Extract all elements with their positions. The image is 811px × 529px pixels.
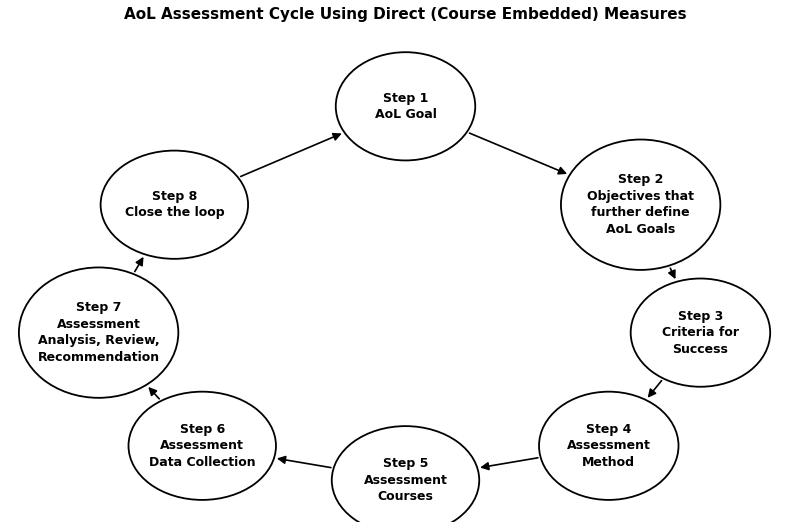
Ellipse shape (332, 426, 479, 529)
Text: Step 4
Assessment
Method: Step 4 Assessment Method (567, 423, 650, 469)
Text: Step 8
Close the loop: Step 8 Close the loop (125, 190, 224, 220)
Text: Step 6
Assessment
Data Collection: Step 6 Assessment Data Collection (149, 423, 255, 469)
Text: Step 2
Objectives that
further define
AoL Goals: Step 2 Objectives that further define Ao… (587, 174, 694, 236)
Text: Step 7
Assessment
Analysis, Review,
Recommendation: Step 7 Assessment Analysis, Review, Reco… (37, 302, 160, 364)
Ellipse shape (631, 278, 770, 387)
Ellipse shape (539, 391, 679, 500)
Ellipse shape (19, 268, 178, 398)
Text: Step 1
AoL Goal: Step 1 AoL Goal (375, 92, 436, 121)
Text: Step 3
Criteria for
Success: Step 3 Criteria for Success (662, 309, 739, 355)
Ellipse shape (336, 52, 475, 160)
Text: Step 5
Assessment
Courses: Step 5 Assessment Courses (363, 457, 448, 503)
Title: AoL Assessment Cycle Using Direct (Course Embedded) Measures: AoL Assessment Cycle Using Direct (Cours… (124, 7, 687, 22)
Ellipse shape (561, 140, 720, 270)
Ellipse shape (128, 391, 276, 500)
Ellipse shape (101, 151, 248, 259)
